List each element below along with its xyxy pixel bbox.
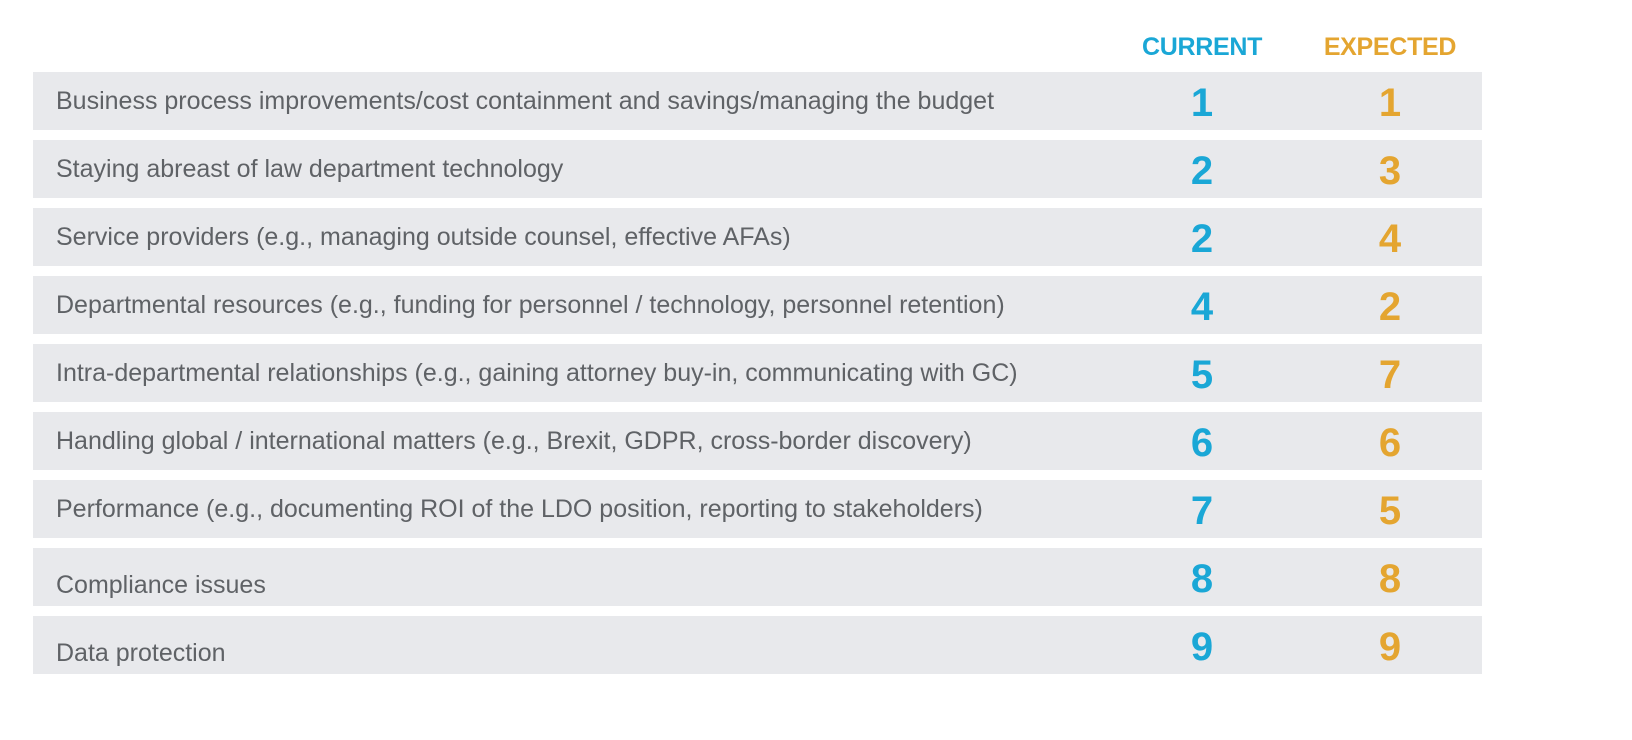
table-row: Business process improvements/cost conta… bbox=[33, 72, 1482, 130]
row-label: Staying abreast of law department techno… bbox=[56, 155, 564, 183]
current-rank: 1 bbox=[1190, 81, 1214, 125]
row-label: Service providers (e.g., managing outsid… bbox=[56, 223, 791, 251]
expected-rank: 4 bbox=[1378, 217, 1402, 261]
table-row: Performance (e.g., documenting ROI of th… bbox=[33, 480, 1482, 538]
expected-rank: 6 bbox=[1378, 421, 1402, 465]
row-label: Business process improvements/cost conta… bbox=[56, 87, 995, 115]
table-row: Data protection 9 9 bbox=[33, 616, 1482, 674]
current-rank: 2 bbox=[1190, 149, 1214, 193]
expected-rank: 2 bbox=[1378, 285, 1402, 329]
table-row: Service providers (e.g., managing outsid… bbox=[33, 208, 1482, 266]
column-header-current: CURRENT bbox=[1141, 33, 1263, 61]
current-rank: 8 bbox=[1190, 557, 1214, 601]
column-header-expected: EXPECTED bbox=[1323, 33, 1457, 61]
table-row: Departmental resources (e.g., funding fo… bbox=[33, 276, 1482, 334]
table-row: Staying abreast of law department techno… bbox=[33, 140, 1482, 198]
current-rank: 4 bbox=[1190, 285, 1214, 329]
current-rank: 7 bbox=[1190, 489, 1214, 533]
row-label: Handling global / international matters … bbox=[56, 427, 972, 455]
table-row: Compliance issues 8 8 bbox=[33, 548, 1482, 606]
table-row: Intra-departmental relationships (e.g., … bbox=[33, 344, 1482, 402]
expected-rank: 7 bbox=[1378, 353, 1402, 397]
current-rank: 5 bbox=[1190, 353, 1214, 397]
row-label: Departmental resources (e.g., funding fo… bbox=[56, 291, 1005, 319]
expected-rank: 9 bbox=[1378, 625, 1402, 669]
expected-rank: 3 bbox=[1378, 149, 1402, 193]
expected-rank: 5 bbox=[1378, 489, 1402, 533]
row-label: Intra-departmental relationships (e.g., … bbox=[56, 359, 1018, 387]
current-rank: 9 bbox=[1190, 625, 1214, 669]
table-row: Handling global / international matters … bbox=[33, 412, 1482, 470]
expected-rank: 1 bbox=[1378, 81, 1402, 125]
row-label: Performance (e.g., documenting ROI of th… bbox=[56, 495, 983, 523]
current-rank: 6 bbox=[1190, 421, 1214, 465]
expected-rank: 8 bbox=[1378, 557, 1402, 601]
row-label: Compliance issues bbox=[56, 571, 266, 599]
ranking-table: Business process improvements/cost conta… bbox=[33, 72, 1482, 684]
row-label: Data protection bbox=[56, 639, 226, 667]
current-rank: 2 bbox=[1190, 217, 1214, 261]
